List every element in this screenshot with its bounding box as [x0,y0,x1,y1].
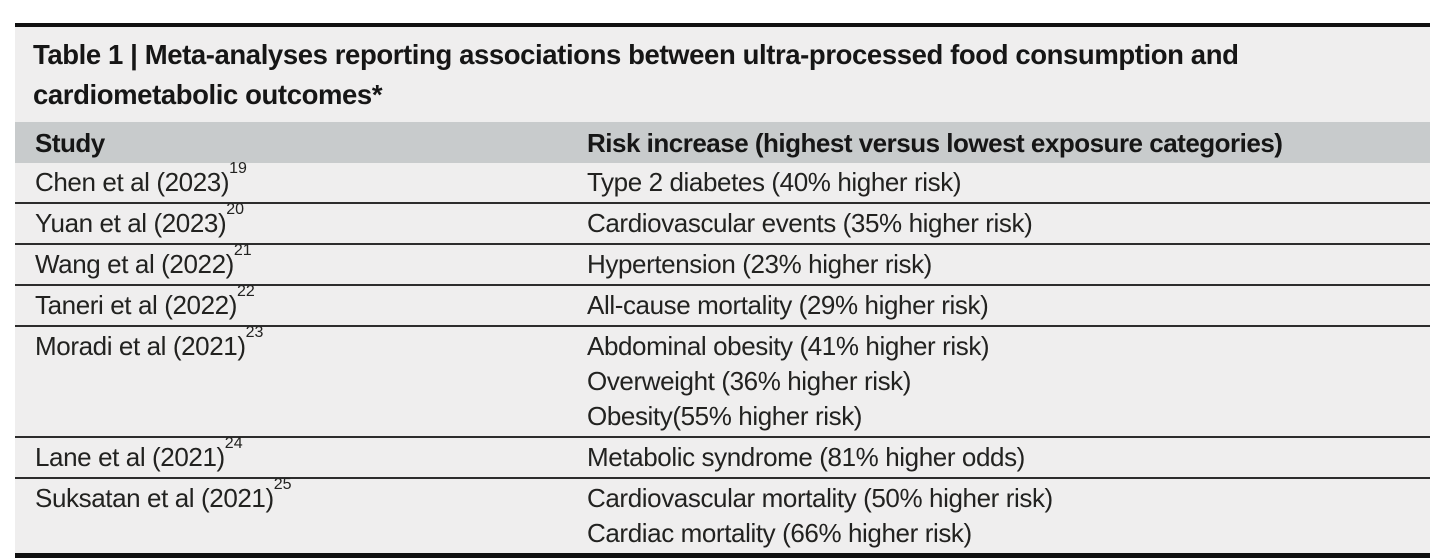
outcome-line: Obesity(55% higher risk) [587,401,863,431]
outcomes-cell: Cardiovascular mortality (50% higher ris… [587,481,1430,551]
outcome-line: Cardiac mortality (66% higher risk) [587,518,972,548]
study-cell: Yuan et al (2023)20 [15,201,587,241]
outcomes-cell: All-cause mortality (29% higher risk) [587,288,1430,323]
column-header-study: Study [35,128,105,158]
outcome-line: Abdominal obesity (41% higher risk) [587,331,990,361]
table-row: Yuan et al (2023)20 Cardiovascular events… [15,201,1430,243]
outcome-line: All-cause mortality (29% higher risk) [587,290,989,320]
outcome-line: Type 2 diabetes (40% higher risk) [587,167,962,197]
top-rule [15,23,1430,27]
study-label: Lane et al (2021) [35,442,225,472]
table-row: Lane et al (2021)24 Metabolic syndrome (8… [15,435,1430,477]
outcome-line: Cardiovascular events (35% higher risk) [587,208,1033,238]
table-title: Table 1 | Meta-analyses reporting associ… [15,27,1430,122]
outcome-line: Hypertension (23% higher risk) [587,249,932,279]
study-label: Wang et al (2022) [35,249,234,279]
table-row: Taneri et al (2022)22 All-cause mortality… [15,283,1430,325]
table-row: Suksatan et al (2021)25 Cardiovascular mo… [15,476,1430,553]
study-cell: Taneri et al (2022)22 [15,283,587,323]
table-row: Chen et al (2023)19 Type 2 diabetes (40% … [15,160,1430,202]
study-label: Yuan et al (2023) [35,208,227,238]
study-cell: Wang et al (2022)21 [15,242,587,282]
outcomes-cell: Type 2 diabetes (40% higher risk) [587,165,1430,200]
citation-superscript: 20 [226,200,245,218]
citation-superscript: 24 [224,434,243,452]
outcome-line: Metabolic syndrome (81% higher odds) [587,442,1025,472]
study-label: Moradi et al (2021) [35,331,246,361]
outcome-line: Cardiovascular mortality (50% higher ris… [587,483,1053,513]
table-row: Moradi et al (2021)23 Abdominal obesity (… [15,324,1430,436]
table-body: Chen et al (2023)19 Type 2 diabetes (40% … [15,160,1430,553]
study-cell: Chen et al (2023)19 [15,160,587,200]
column-header-risk-increase: Risk increase (highest versus lowest exp… [587,128,1283,158]
bottom-rule [15,553,1430,558]
study-cell: Moradi et al (2021)23 [15,324,587,364]
outcomes-cell: Metabolic syndrome (81% higher odds) [587,440,1430,475]
outcome-line: Overweight (36% higher risk) [587,366,912,396]
table-title-line-2: cardiometabolic outcomes* [33,79,383,110]
table-header-row: Study Risk increase (highest versus lowe… [15,122,1430,163]
study-cell: Lane et al (2021)24 [15,435,587,475]
meta-analyses-table: Table 1 | Meta-analyses reporting associ… [15,23,1430,558]
study-label: Suksatan et al (2021) [35,483,274,513]
outcomes-cell: Abdominal obesity (41% higher risk) Overw… [587,329,1430,434]
citation-superscript: 22 [236,282,255,300]
table-title-line-1: Table 1 | Meta-analyses reporting associ… [33,39,1239,70]
citation-superscript: 23 [245,323,264,341]
outcomes-cell: Cardiovascular events (35% higher risk) [587,206,1430,241]
citation-superscript: 21 [233,241,252,259]
study-cell: Suksatan et al (2021)25 [15,476,587,516]
study-label: Chen et al (2023) [35,167,230,197]
outcomes-cell: Hypertension (23% higher risk) [587,247,1430,282]
citation-superscript: 25 [273,475,292,493]
study-label: Taneri et al (2022) [35,290,237,320]
table-row: Wang et al (2022)21 Hypertension (23% hig… [15,242,1430,284]
citation-superscript: 19 [229,159,247,177]
